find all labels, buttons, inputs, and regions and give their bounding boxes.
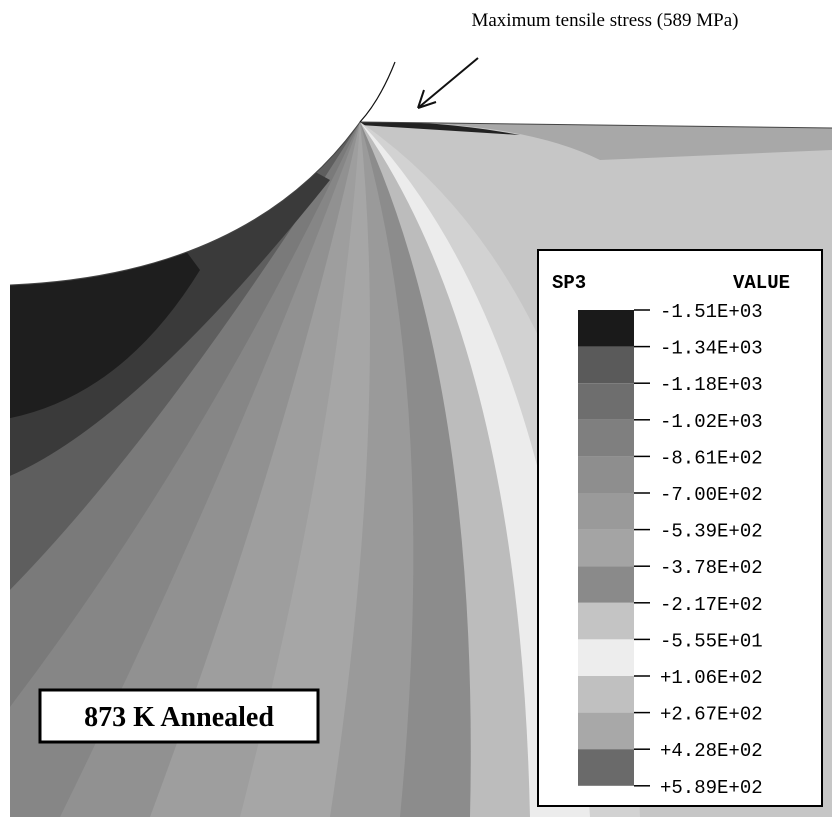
arrow (418, 58, 478, 108)
legend-swatch (578, 530, 634, 567)
legend-swatch (578, 676, 634, 713)
legend-label: -8.61E+02 (660, 447, 763, 469)
legend-label: +2.67E+02 (660, 704, 763, 726)
legend-swatch (578, 603, 634, 640)
legend-label: -1.18E+03 (660, 374, 763, 396)
legend-label: -1.51E+03 (660, 301, 763, 323)
legend-label: +5.89E+02 (660, 777, 763, 799)
legend-label: +4.28E+02 (660, 740, 763, 762)
legend-title: SP3 (552, 272, 586, 294)
arc (360, 62, 395, 122)
label: 873 K Annealed (84, 702, 274, 733)
legend-swatch (578, 639, 634, 676)
legend: SP3 VALUE -1.51E+03 -1.34E+03 -1.18E+03 -1.… (538, 250, 822, 806)
legend-label: -1.02E+03 (660, 411, 763, 433)
legend-swatch (578, 566, 634, 603)
legend-label: -5.39E+02 (660, 521, 763, 543)
legend-swatch (578, 383, 634, 420)
legend-label: -2.17E+02 (660, 594, 763, 616)
legend-swatch (578, 310, 634, 347)
figure: Maximum tensile stress (589 MPa) SP3 VAL… (0, 0, 832, 817)
legend-swatch (578, 749, 634, 786)
legend-label: -5.55E+01 (660, 630, 763, 652)
legend-swatch (578, 420, 634, 457)
legend-swatch (578, 347, 634, 384)
legend-header: VALUE (733, 272, 790, 294)
legend-label: +1.06E+02 (660, 667, 763, 689)
legend-label: -3.78E+02 (660, 557, 763, 579)
legend-label: -7.00E+02 (660, 484, 763, 506)
legend-swatch (578, 713, 634, 750)
annotation: Maximum tensile stress (589 MPa) (471, 10, 738, 31)
legend-label: -1.34E+03 (660, 338, 763, 360)
legend-swatch (578, 456, 634, 493)
legend-swatch (578, 493, 634, 530)
